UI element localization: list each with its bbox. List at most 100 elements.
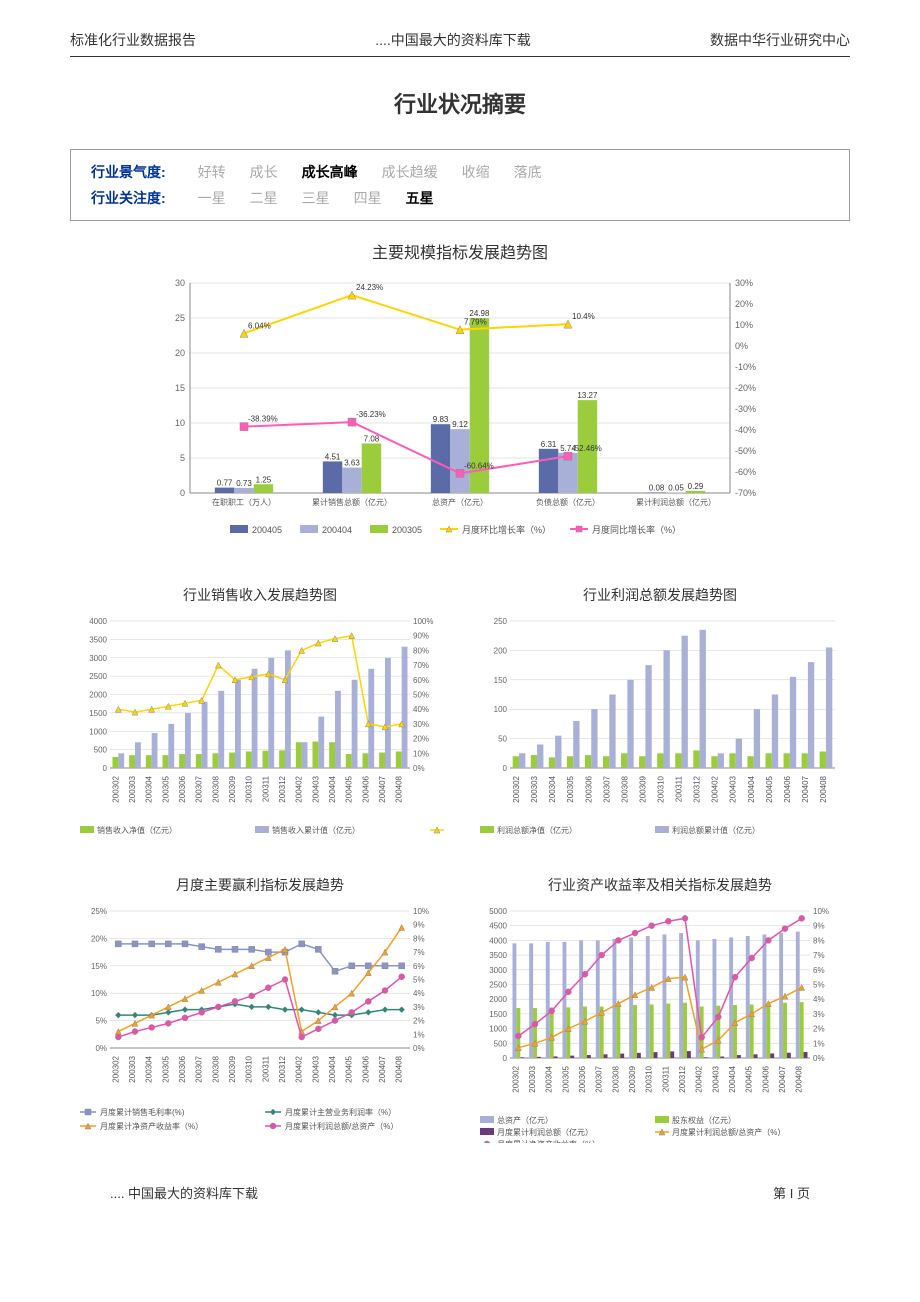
status-option: 四星 — [342, 190, 394, 206]
svg-text:200303: 200303 — [528, 1065, 537, 1092]
svg-text:200408: 200408 — [395, 1055, 404, 1082]
svg-text:10%: 10% — [91, 989, 107, 998]
svg-text:200311: 200311 — [661, 1065, 670, 1092]
svg-text:-50%: -50% — [735, 446, 756, 456]
svg-text:0.05: 0.05 — [668, 484, 684, 493]
svg-text:200406: 200406 — [783, 775, 792, 802]
chart1: 051015202530-70%-60%-50%-40%-30%-20%-10%… — [70, 273, 850, 563]
svg-text:6%: 6% — [413, 962, 425, 971]
svg-text:200405: 200405 — [345, 775, 354, 802]
svg-text:200404: 200404 — [747, 775, 756, 802]
footer-right: 第 I 页 — [773, 1183, 810, 1202]
svg-text:200312: 200312 — [693, 775, 702, 802]
chart2-title: 行业销售收入发展趋势图 — [70, 585, 450, 605]
svg-text:4%: 4% — [813, 995, 825, 1004]
svg-text:6.04%: 6.04% — [248, 321, 271, 330]
svg-text:-30%: -30% — [735, 404, 756, 414]
focus-label: 行业关注度: — [91, 188, 166, 208]
svg-text:3500: 3500 — [489, 951, 507, 960]
svg-text:200304: 200304 — [548, 775, 557, 802]
svg-text:200310: 200310 — [645, 1065, 654, 1092]
svg-text:0: 0 — [503, 764, 508, 773]
status-option: 五星 — [394, 190, 446, 206]
svg-text:-40%: -40% — [735, 425, 756, 435]
svg-text:200403: 200403 — [711, 1065, 720, 1092]
svg-text:0.29: 0.29 — [688, 482, 704, 491]
status-option: 成长趋缓 — [370, 164, 450, 180]
svg-text:5%: 5% — [413, 976, 425, 985]
status-option: 好转 — [186, 164, 238, 180]
svg-text:15: 15 — [175, 383, 185, 393]
svg-text:30: 30 — [175, 278, 185, 288]
svg-text:9.83: 9.83 — [433, 415, 449, 424]
svg-text:30%: 30% — [413, 720, 429, 729]
svg-text:10.4%: 10.4% — [572, 312, 595, 321]
svg-text:7%: 7% — [413, 948, 425, 957]
svg-text:200303: 200303 — [128, 775, 137, 802]
chart3-title: 行业利润总额发展趋势图 — [470, 585, 850, 605]
svg-text:-38.39%: -38.39% — [248, 415, 278, 424]
svg-text:25%: 25% — [91, 907, 107, 916]
svg-text:股东权益（亿元）: 股东权益（亿元） — [672, 1115, 736, 1125]
svg-text:总资产（亿元）: 总资产（亿元） — [497, 1115, 553, 1125]
svg-text:200307: 200307 — [595, 1065, 604, 1092]
climate-row: 行业景气度: 好转成长成长高峰成长趋缓收缩落底 — [91, 162, 829, 182]
header-right: 数据中华行业研究中心 — [710, 30, 850, 50]
svg-text:200302: 200302 — [111, 1055, 120, 1082]
status-option: 成长高峰 — [290, 164, 370, 180]
svg-text:2500: 2500 — [89, 672, 107, 681]
svg-text:-60%: -60% — [735, 467, 756, 477]
svg-text:200308: 200308 — [211, 1055, 220, 1082]
svg-text:0: 0 — [103, 764, 108, 773]
chart3: 0501001502002502003022003032003042003052… — [470, 613, 850, 853]
svg-text:200307: 200307 — [602, 775, 611, 802]
svg-text:9.12: 9.12 — [452, 420, 468, 429]
svg-text:销售收入累计值（亿元）: 销售收入累计值（亿元） — [272, 825, 360, 835]
svg-text:200306: 200306 — [578, 1065, 587, 1092]
svg-text:3000: 3000 — [89, 654, 107, 663]
svg-text:9%: 9% — [413, 921, 425, 930]
svg-text:3.63: 3.63 — [344, 459, 360, 468]
svg-text:1000: 1000 — [89, 727, 107, 736]
svg-text:200312: 200312 — [278, 1055, 287, 1082]
svg-text:200406: 200406 — [761, 1065, 770, 1092]
svg-text:利润总额累计值（亿元）: 利润总额累计值（亿元） — [672, 825, 760, 835]
svg-text:0%: 0% — [413, 1044, 425, 1053]
svg-text:-20%: -20% — [735, 383, 756, 393]
svg-text:200312: 200312 — [278, 775, 287, 802]
svg-text:200310: 200310 — [245, 775, 254, 802]
svg-text:100%: 100% — [413, 617, 433, 626]
svg-text:月度累计销售毛利率(%): 月度累计销售毛利率(%) — [100, 1107, 185, 1117]
svg-text:1500: 1500 — [489, 1010, 507, 1019]
svg-text:0: 0 — [503, 1054, 508, 1063]
page-footer: .... 中国最大的资料库下载 第 I 页 — [70, 1183, 850, 1202]
svg-text:7.79%: 7.79% — [464, 318, 487, 327]
svg-text:7%: 7% — [813, 951, 825, 960]
svg-text:40%: 40% — [413, 705, 429, 714]
svg-text:0%: 0% — [735, 341, 748, 351]
svg-text:200402: 200402 — [711, 775, 720, 802]
svg-text:4%: 4% — [413, 989, 425, 998]
svg-text:5: 5 — [180, 453, 185, 463]
svg-text:200404: 200404 — [728, 1065, 737, 1092]
svg-text:200402: 200402 — [695, 1065, 704, 1092]
svg-text:500: 500 — [494, 1039, 508, 1048]
svg-text:5%: 5% — [95, 1017, 107, 1026]
svg-text:月度累计主营业务利润率（%）: 月度累计主营业务利润率（%） — [285, 1107, 396, 1117]
svg-text:200309: 200309 — [228, 1055, 237, 1082]
svg-text:-52.46%: -52.46% — [572, 444, 602, 453]
svg-text:2%: 2% — [413, 1017, 425, 1026]
svg-text:100: 100 — [494, 705, 508, 714]
svg-text:-36.23%: -36.23% — [356, 410, 386, 419]
svg-text:6%: 6% — [813, 966, 825, 975]
svg-text:200311: 200311 — [261, 1055, 270, 1082]
svg-text:1%: 1% — [413, 1030, 425, 1039]
svg-text:200406: 200406 — [361, 1055, 370, 1082]
page-header: 标准化行业数据报告 ....中国最大的资料库下载 数据中华行业研究中心 — [70, 30, 850, 57]
svg-text:200305: 200305 — [566, 775, 575, 802]
svg-text:200310: 200310 — [656, 775, 665, 802]
svg-text:3%: 3% — [413, 1003, 425, 1012]
svg-text:200402: 200402 — [295, 775, 304, 802]
svg-text:-10%: -10% — [735, 362, 756, 372]
svg-text:-60.64%: -60.64% — [464, 461, 494, 470]
